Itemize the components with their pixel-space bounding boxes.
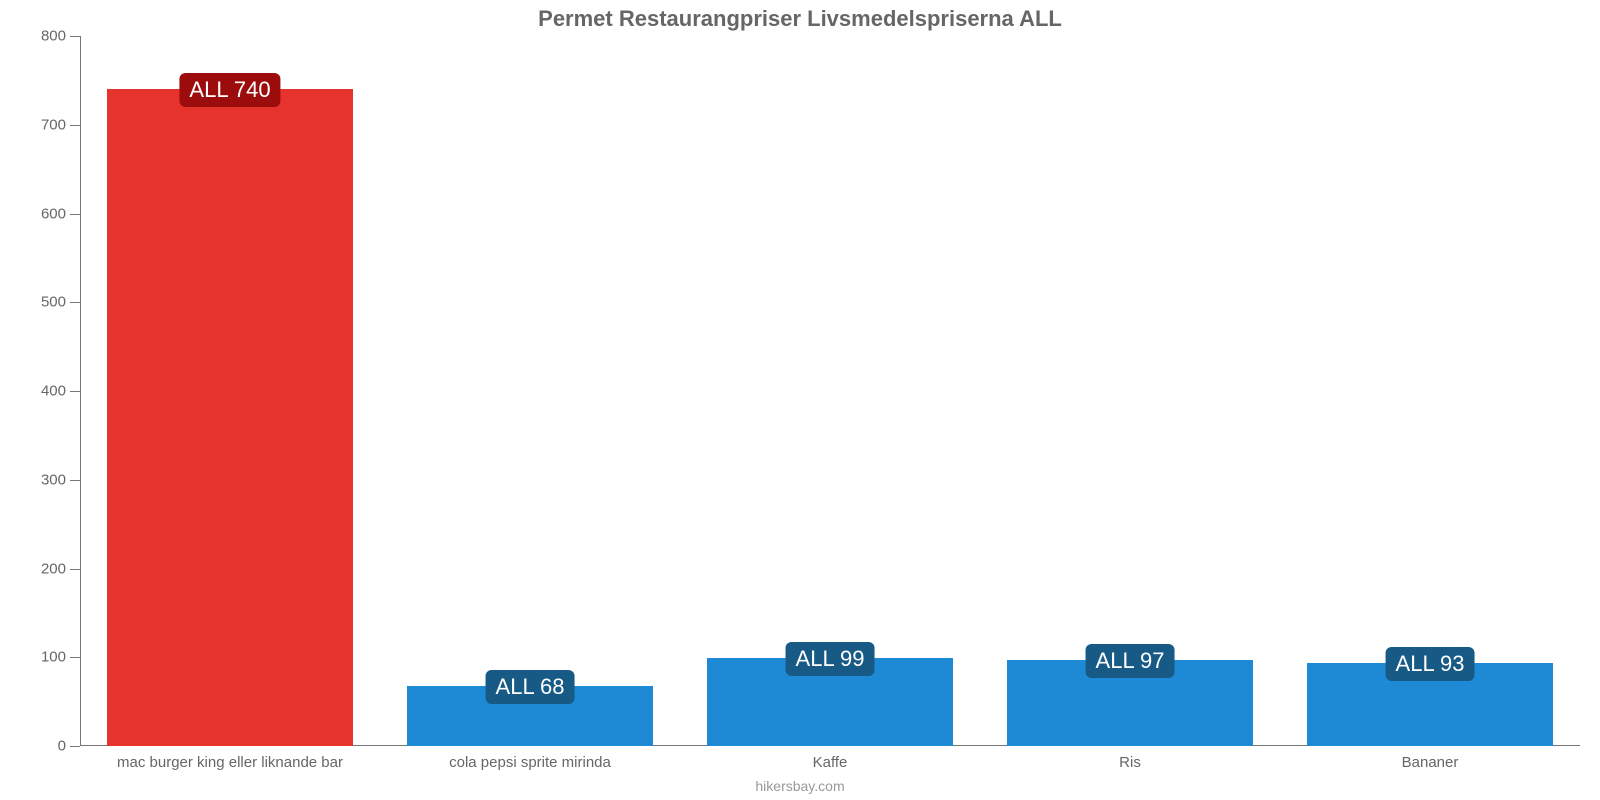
bar <box>107 89 353 746</box>
y-tick <box>70 125 80 126</box>
y-tick <box>70 480 80 481</box>
price-bar-chart: Permet Restaurangpriser Livsmedelspriser… <box>0 0 1600 800</box>
y-tick-label: 0 <box>58 738 66 755</box>
category-label: Bananer <box>1402 754 1459 771</box>
y-tick-label: 600 <box>41 205 66 222</box>
y-tick-label: 800 <box>41 28 66 45</box>
y-tick <box>70 302 80 303</box>
y-tick <box>70 391 80 392</box>
y-tick <box>70 36 80 37</box>
bar-value-label: ALL 97 <box>1086 644 1175 678</box>
bar-value-label: ALL 740 <box>179 73 280 107</box>
y-tick-label: 500 <box>41 294 66 311</box>
category-label: mac burger king eller liknande bar <box>117 754 343 771</box>
y-tick-label: 300 <box>41 471 66 488</box>
category-label: Kaffe <box>813 754 848 771</box>
bar-value-label: ALL 68 <box>486 670 575 704</box>
y-tick <box>70 746 80 747</box>
attribution-text: hikersbay.com <box>0 778 1600 794</box>
y-tick-label: 200 <box>41 560 66 577</box>
y-tick-label: 100 <box>41 649 66 666</box>
plot-area: 0100200300400500600700800ALL 740mac burg… <box>80 36 1580 746</box>
bar-value-label: ALL 99 <box>786 642 875 676</box>
y-tick <box>70 214 80 215</box>
y-tick-label: 400 <box>41 383 66 400</box>
chart-title: Permet Restaurangpriser Livsmedelspriser… <box>0 6 1600 32</box>
y-tick <box>70 569 80 570</box>
y-axis-line <box>80 36 81 746</box>
y-tick-label: 700 <box>41 116 66 133</box>
bar-value-label: ALL 93 <box>1386 647 1475 681</box>
category-label: cola pepsi sprite mirinda <box>449 754 611 771</box>
category-label: Ris <box>1119 754 1141 771</box>
y-tick <box>70 657 80 658</box>
